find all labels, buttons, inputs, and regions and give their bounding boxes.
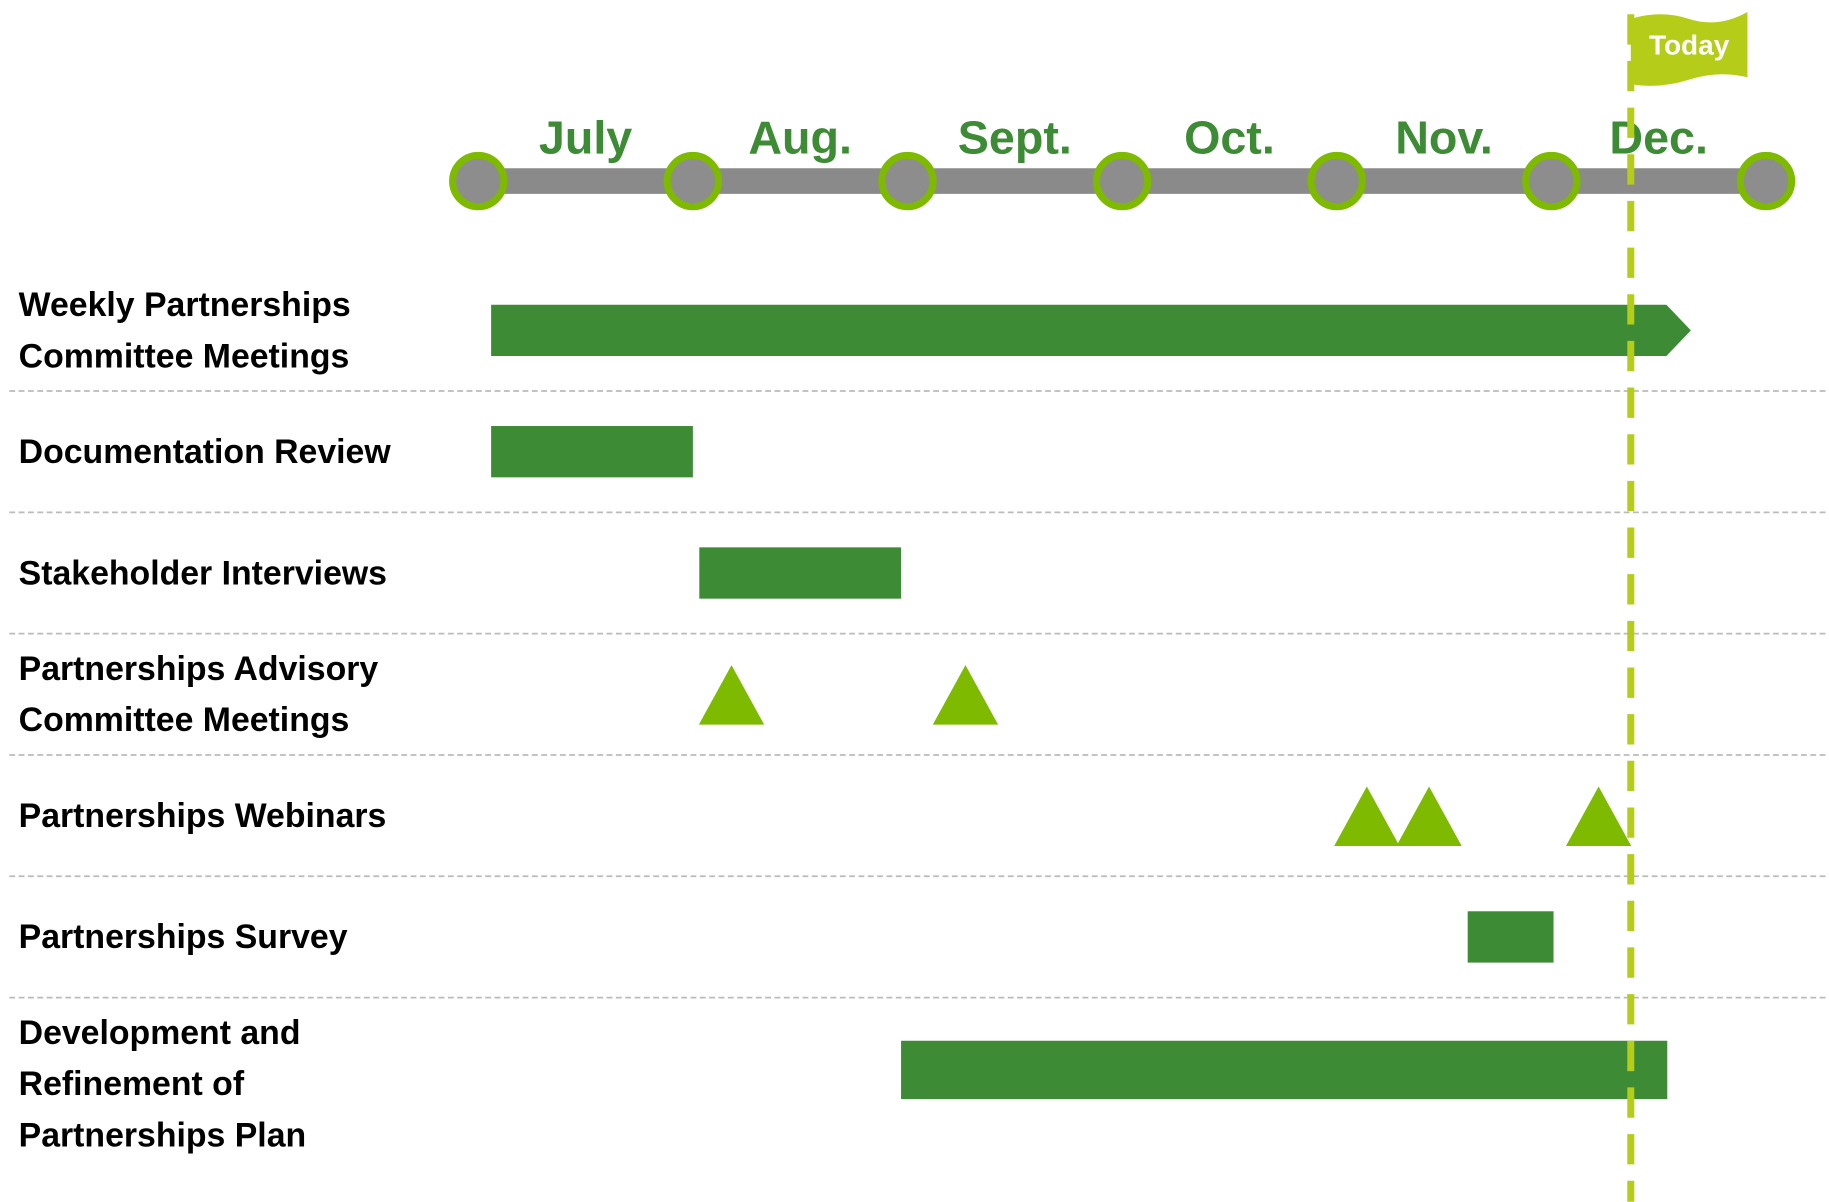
task-label: Stakeholder Interviews bbox=[19, 554, 387, 592]
task-bar bbox=[491, 426, 693, 478]
tick-circle bbox=[1307, 151, 1366, 211]
task-label: Partnerships Webinars bbox=[19, 797, 387, 835]
month-label: Aug. bbox=[748, 112, 852, 164]
task-label: Committee Meetings bbox=[19, 701, 350, 739]
task-label: Documentation Review bbox=[19, 433, 392, 471]
task-label: Development and bbox=[19, 1014, 301, 1052]
month-label: Nov. bbox=[1395, 112, 1493, 164]
task-label: Partnerships Plan bbox=[19, 1117, 307, 1155]
tick-circle bbox=[663, 151, 723, 211]
tick-circle bbox=[449, 151, 508, 211]
task-bar bbox=[491, 304, 1691, 357]
tick-circle bbox=[878, 151, 937, 211]
task-bar bbox=[699, 547, 902, 599]
tick-circle bbox=[1092, 151, 1152, 211]
task-label: Weekly Partnerships bbox=[19, 286, 351, 324]
task-label: Partnerships Advisory bbox=[19, 650, 379, 688]
task-label: Committee Meetings bbox=[19, 337, 350, 375]
month-label: Sept. bbox=[958, 112, 1072, 164]
milestone bbox=[1334, 786, 1400, 846]
milestone bbox=[932, 665, 999, 725]
today-label: Today bbox=[1649, 29, 1730, 60]
tick-circle bbox=[1522, 151, 1581, 211]
milestone bbox=[698, 665, 765, 725]
month-label: Oct. bbox=[1184, 112, 1275, 164]
milestone bbox=[1565, 786, 1632, 846]
today-flag bbox=[1630, 11, 1748, 86]
month-label: Dec. bbox=[1609, 112, 1708, 164]
task-label: Partnerships Survey bbox=[19, 918, 348, 956]
month-label: July bbox=[539, 112, 632, 164]
task-bar bbox=[1467, 911, 1554, 963]
task-bar bbox=[901, 1040, 1668, 1100]
milestone bbox=[1396, 786, 1462, 846]
tick-circle bbox=[1736, 151, 1796, 211]
task-label: Refinement of bbox=[19, 1065, 245, 1103]
